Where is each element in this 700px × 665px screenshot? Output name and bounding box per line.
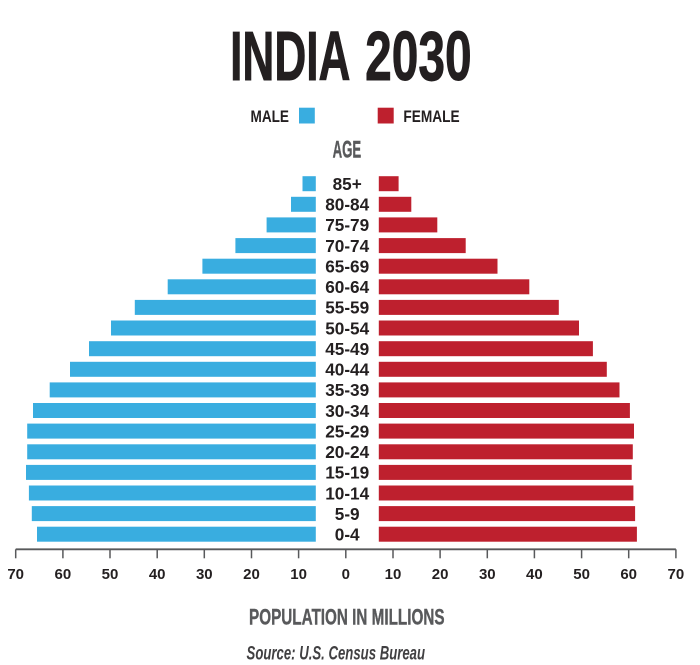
svg-text:10-14: 10-14: [325, 483, 369, 503]
svg-text:40-44: 40-44: [325, 360, 369, 380]
svg-text:MALE: MALE: [251, 108, 290, 126]
svg-text:50: 50: [573, 566, 590, 583]
svg-text:10: 10: [385, 566, 402, 583]
svg-text:50-54: 50-54: [325, 318, 369, 338]
svg-text:35-39: 35-39: [325, 380, 369, 400]
svg-text:20: 20: [432, 566, 449, 583]
svg-text:30: 30: [196, 566, 213, 583]
svg-text:INDIA: INDIA: [230, 17, 350, 95]
svg-text:30-34: 30-34: [325, 401, 369, 421]
svg-text:30: 30: [479, 566, 496, 583]
svg-text:70-74: 70-74: [325, 236, 369, 256]
svg-text:60: 60: [620, 566, 637, 583]
svg-text:40: 40: [149, 566, 166, 583]
svg-text:75-79: 75-79: [325, 215, 369, 235]
svg-text:Source: U.S. Census Bureau: Source: U.S. Census Bureau: [247, 644, 426, 665]
svg-text:80-84: 80-84: [325, 195, 369, 215]
svg-text:AGE: AGE: [333, 136, 362, 163]
svg-text:60-64: 60-64: [325, 277, 369, 297]
svg-text:20-24: 20-24: [325, 442, 369, 462]
svg-text:2030: 2030: [365, 17, 472, 95]
svg-text:10: 10: [290, 566, 307, 583]
svg-text:POPULATION IN MILLIONS: POPULATION IN MILLIONS: [249, 604, 445, 629]
svg-text:70: 70: [7, 566, 24, 583]
svg-text:20: 20: [243, 566, 260, 583]
svg-text:5-9: 5-9: [335, 504, 360, 524]
svg-text:0-4: 0-4: [335, 525, 360, 545]
svg-text:0: 0: [342, 566, 350, 583]
svg-text:65-69: 65-69: [325, 257, 369, 277]
svg-text:50: 50: [102, 566, 119, 583]
svg-text:FEMALE: FEMALE: [403, 108, 459, 126]
svg-text:25-29: 25-29: [325, 421, 369, 441]
svg-text:45-49: 45-49: [325, 339, 369, 359]
svg-text:55-59: 55-59: [325, 298, 369, 318]
svg-text:85+: 85+: [333, 174, 362, 194]
svg-text:15-19: 15-19: [325, 463, 369, 483]
svg-text:70: 70: [668, 566, 685, 583]
svg-text:60: 60: [55, 566, 72, 583]
svg-text:40: 40: [526, 566, 543, 583]
